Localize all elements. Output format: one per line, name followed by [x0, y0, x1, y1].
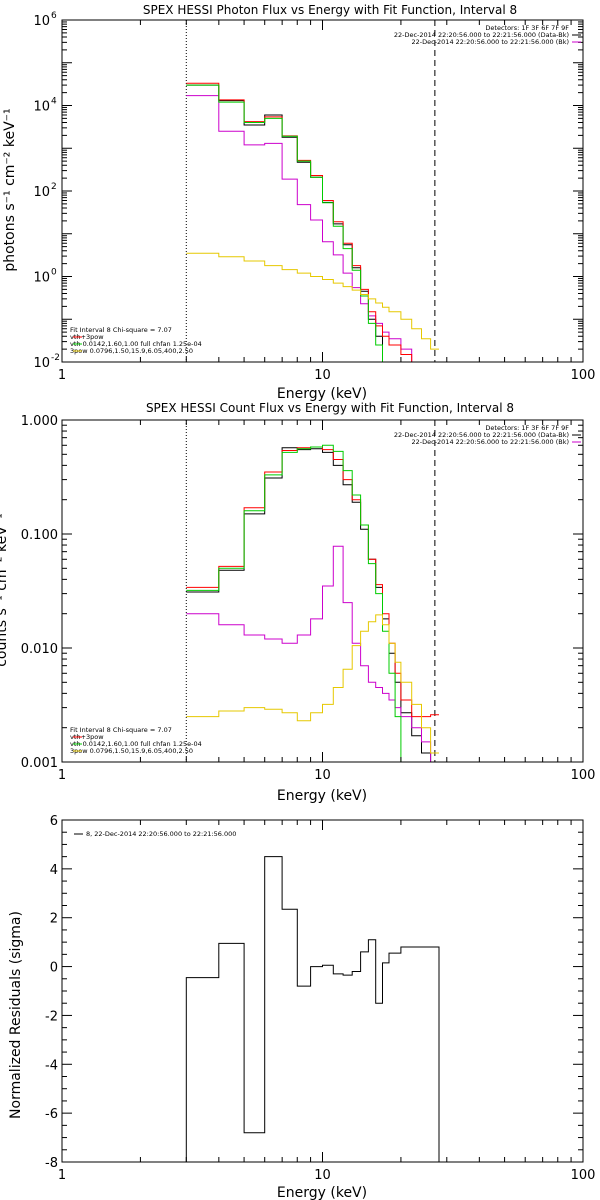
series-line-bk	[186, 95, 439, 363]
series-line-data-bk	[186, 84, 439, 363]
y-tick-exponent: 2	[51, 182, 57, 192]
legend-entry: Detectors: 1F 3F 6F 7F 9F	[485, 24, 569, 32]
count-flux-xlabel: Energy (keV)	[277, 788, 367, 804]
y-tick-label: 10	[33, 185, 50, 200]
y-tick-label: 6	[50, 814, 58, 829]
y-tick-label: 0.001	[21, 756, 58, 771]
x-tick-label: 100	[571, 368, 596, 383]
legend-entry: Fit Interval 8 Chi-square = 7.07	[70, 326, 172, 334]
series-line-3pow	[186, 252, 439, 350]
series-line-vth-3pow	[186, 82, 439, 363]
residuals-panel: Energy (keV) Normalized Residuals (sigma…	[8, 814, 595, 1200]
y-tick-exponent: -2	[51, 353, 60, 363]
y-tick-label: 0.010	[21, 642, 58, 657]
count-flux-panel: SPEX HESSI Count Flux vs Energy with Fit…	[0, 401, 595, 804]
x-tick-label: 100	[571, 1168, 596, 1183]
legend-entry: 22-Dec-2014 22:20:56.000 to 22:21:56.000…	[412, 438, 570, 446]
photon-flux-panel: SPEX HESSI Photon Flux vs Energy with Fi…	[2, 3, 595, 402]
legend-entry: 22-Dec-2014 22:20:56.000 to 22:21:56.000…	[394, 431, 569, 439]
x-tick-label: 10	[314, 1168, 331, 1183]
legend-entry: 3pow 0.0796,1.50,15.9,6.05,400,2.50	[70, 347, 193, 355]
y-tick-base: 10	[33, 271, 50, 286]
y-tick-label: 2	[50, 912, 58, 927]
y-tick-label: 4	[50, 863, 58, 878]
legend-entry: vth 0.0142,1.60,1.00 full chfan 1.25e-04	[70, 740, 202, 748]
y-tick-label: 10	[33, 356, 50, 371]
legend-entry: vth 0.0142,1.60,1.00 full chfan 1.25e-04	[70, 340, 202, 348]
photon-flux-ylabel: photons s⁻¹ cm⁻² keV⁻¹	[2, 108, 18, 271]
y-tick-label: -8	[45, 1156, 58, 1171]
legend-entry: 8, 22-Dec-2014 22:20:56.000 to 22:21:56.…	[86, 830, 236, 838]
series-line-bk	[186, 545, 439, 763]
series-line-3pow	[186, 614, 439, 754]
series-line-vth	[186, 84, 439, 363]
legend-entry: 3pow 0.0796,1.50,15.9,6.05,400,2.50	[70, 747, 193, 755]
y-tick-label: 0.100	[21, 528, 58, 543]
series-line-8-22-dec-2014-22-20-56-000-to-22-21-56-000	[185, 856, 440, 1162]
y-tick-label: -6	[45, 1107, 58, 1122]
y-tick-base: 10	[33, 185, 50, 200]
legend-entry: Detectors: 1F 3F 6F 7F 9F	[485, 424, 569, 432]
y-tick-base: 10	[33, 100, 50, 115]
legend-entry: 22-Dec-2014 22:20:56.000 to 22:21:56.000…	[412, 38, 570, 46]
y-tick-base: 10	[33, 14, 50, 29]
residuals-ylabel: Normalized Residuals (sigma)	[8, 911, 24, 1119]
legend-entry: 22-Dec-2014 22:20:56.000 to 22:21:56.000…	[394, 31, 569, 39]
x-tick-label: 100	[571, 768, 596, 783]
y-tick-exponent: 4	[51, 97, 57, 107]
y-tick-label: -2	[45, 1009, 58, 1024]
count-flux-ylabel: counts s⁻¹ cm⁻² keV⁻¹	[0, 513, 10, 667]
series-line-data-bk	[186, 447, 439, 763]
series-line-vth	[186, 444, 439, 763]
x-tick-label: 1	[58, 368, 66, 383]
residuals-xlabel: Energy (keV)	[277, 1185, 367, 1200]
y-tick-label: 10	[33, 100, 50, 115]
x-tick-label: 10	[314, 768, 331, 783]
y-tick-label: 10	[33, 271, 50, 286]
y-tick-exponent: 0	[51, 268, 57, 278]
y-tick-label: 1.000	[21, 414, 58, 429]
legend-entry: Fit Interval 8 Chi-square = 7.07	[70, 726, 172, 734]
y-tick-label: -4	[45, 1058, 58, 1073]
count-flux-title: SPEX HESSI Count Flux vs Energy with Fit…	[146, 401, 514, 415]
y-tick-label: 0	[50, 961, 58, 976]
legend-entry: vth+3pow	[70, 333, 104, 341]
x-tick-label: 1	[58, 768, 66, 783]
x-tick-label: 10	[314, 368, 331, 383]
y-tick-label: 10	[33, 14, 50, 29]
residuals-plot-frame	[61, 819, 584, 1163]
y-tick-base: 10	[33, 356, 50, 371]
photon-flux-title: SPEX HESSI Photon Flux vs Energy with Fi…	[143, 3, 517, 17]
photon-flux-xlabel: Energy (keV)	[277, 386, 367, 402]
x-tick-label: 1	[58, 1168, 66, 1183]
y-tick-exponent: 6	[51, 11, 57, 21]
legend-entry: vth+3pow	[70, 733, 104, 741]
